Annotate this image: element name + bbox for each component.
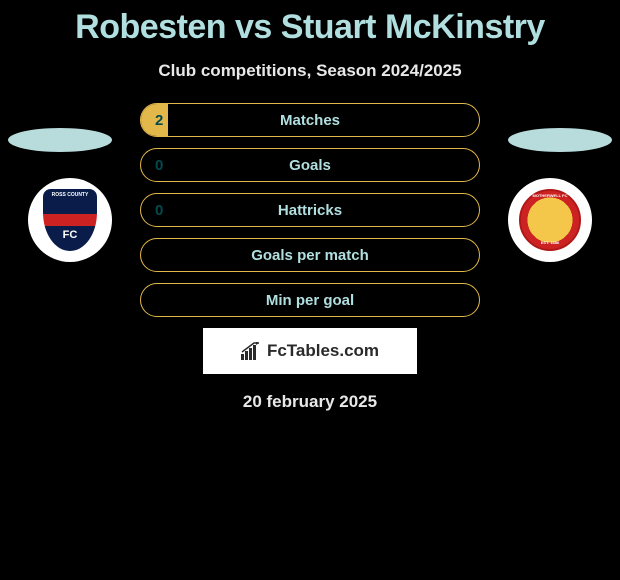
stat-label: Goals [141, 157, 479, 174]
stat-bar-hattricks: 0 Hattricks [140, 193, 480, 227]
brand-text: FcTables.com [267, 341, 379, 361]
stat-label: Min per goal [141, 292, 479, 309]
stat-bar-min-per-goal: Min per goal [140, 283, 480, 317]
stat-row: 0 Goals [0, 148, 620, 182]
stat-value-left: 0 [155, 157, 163, 174]
stat-bar-goals: 0 Goals [140, 148, 480, 182]
stat-bar-goals-per-match: Goals per match [140, 238, 480, 272]
stat-value-left: 2 [155, 112, 163, 129]
stat-label: Hattricks [141, 202, 479, 219]
stat-row: 0 Hattricks [0, 193, 620, 227]
date-text: 20 february 2025 [0, 392, 620, 412]
stat-row: 2 Matches [0, 103, 620, 137]
bar-chart-icon [241, 342, 263, 360]
brand-box[interactable]: FcTables.com [203, 328, 417, 374]
page-title: Robesten vs Stuart McKinstry [0, 0, 620, 47]
stat-label: Matches [141, 112, 479, 129]
stats-container: 2 Matches 0 Goals 0 Hattricks Goals per … [0, 103, 620, 317]
stat-bar-matches: 2 Matches [140, 103, 480, 137]
stat-row: Min per goal [0, 283, 620, 317]
stat-value-left: 0 [155, 202, 163, 219]
subtitle: Club competitions, Season 2024/2025 [0, 61, 620, 81]
stat-row: Goals per match [0, 238, 620, 272]
stat-label: Goals per match [141, 247, 479, 264]
